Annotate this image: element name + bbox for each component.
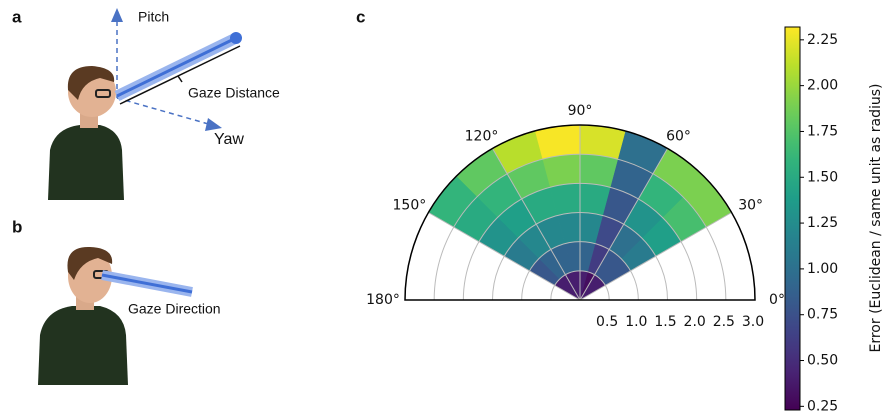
colorbar-tick-label: 2.25 (807, 32, 838, 48)
theta-tick-label: 150° (393, 198, 427, 214)
annotation: Gaze Distance (188, 85, 280, 101)
colorbar-tick-label: 1.75 (807, 123, 838, 139)
theta-tick-label: 30° (738, 198, 763, 214)
r-tick-label: 3.0 (742, 314, 764, 330)
colorbar-tick-label: 1.00 (807, 261, 838, 277)
colorbar-tick-label: 0.75 (807, 307, 838, 323)
r-tick-label: 0.5 (596, 314, 618, 330)
colorbar-tick-label: 1.25 (807, 215, 838, 231)
annotation: Pitch (138, 9, 169, 25)
person-a (48, 66, 124, 200)
r-tick-label: 2.5 (713, 314, 735, 330)
r-tick-label: 2.0 (684, 314, 706, 330)
theta-tick-label: 60° (666, 128, 691, 144)
r-tick-label: 1.5 (654, 314, 676, 330)
colorbar-tick-label: 2.00 (807, 78, 838, 94)
annotation: Yaw (214, 131, 244, 148)
colorbar-tick-label: 0.25 (807, 398, 838, 414)
figure: a Pitch Gaze Distance Yaw b Gaze Directi… (0, 0, 886, 420)
colorbar (785, 27, 800, 410)
colorbar-tick-label: 0.50 (807, 353, 838, 369)
theta-tick-label: 90° (568, 103, 593, 119)
colorbar-label: Error (Euclidean / same unit as radius) (868, 83, 884, 352)
colorbar-tick-label: 1.50 (807, 169, 838, 185)
annotation: Gaze Direction (128, 301, 221, 317)
panel-label: a (12, 7, 22, 26)
theta-tick-label: 180° (366, 292, 400, 308)
r-tick-label: 1.0 (625, 314, 647, 330)
panel-label: b (12, 217, 22, 236)
theta-tick-label: 0° (769, 292, 785, 308)
theta-tick-label: 120° (465, 128, 499, 144)
panel-label: c (356, 7, 365, 26)
gaze-diagram-a (111, 8, 242, 131)
